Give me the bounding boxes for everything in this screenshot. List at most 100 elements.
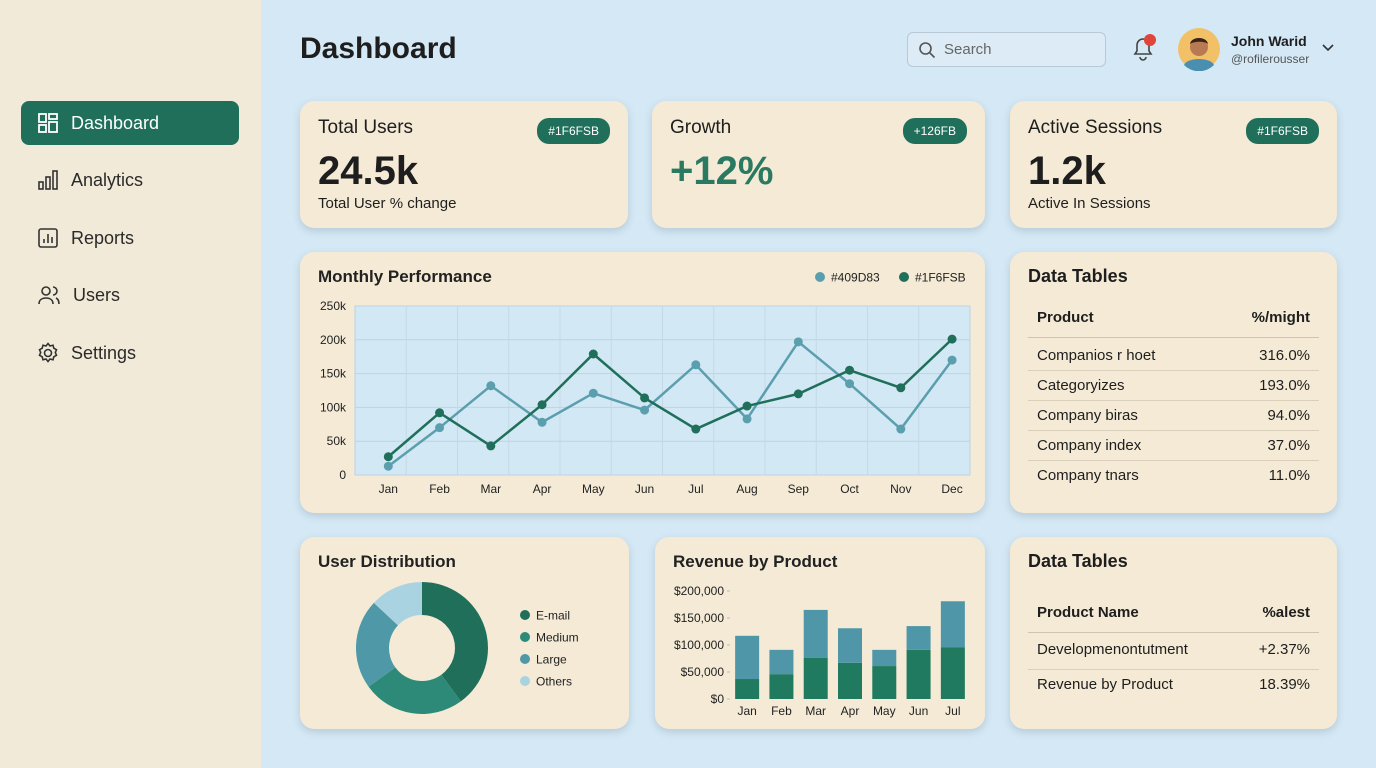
point [947, 355, 957, 365]
stat-value: +12% [670, 149, 774, 193]
x-tick-label: Jun [635, 482, 654, 496]
table-cell: 11.0% [1268, 467, 1310, 484]
search-placeholder: Search [944, 41, 992, 58]
dropdown-arrow[interactable] [1321, 43, 1335, 53]
x-tick-label: Jul [945, 704, 960, 718]
legend-swatch [815, 272, 825, 282]
nav-item[interactable]: Settings [21, 331, 239, 375]
point [435, 408, 445, 418]
y-tick-label: 0 [339, 468, 346, 482]
nav-item[interactable]: Reports [21, 216, 239, 260]
chart-card: Monthly Performance 0 50k 100k 150k 200k 250k J… [300, 252, 985, 513]
pie-slice [422, 582, 489, 702]
table-card: Data Tables Product Name %alest Developmeno… [1010, 537, 1337, 729]
y-tick-label: 200k [320, 333, 347, 347]
line-chart: Monthly Performance 0 50k 100k 150k 200k 250k J… [318, 267, 971, 496]
line-series [387, 338, 953, 458]
point [486, 381, 496, 391]
chart-card: Revenue by Product $0 $50,000 $100,000 $150,… [655, 537, 985, 729]
bar-segment [940, 601, 965, 648]
stat-caption: Total User % change [318, 195, 457, 212]
nav-item[interactable]: Analytics [21, 158, 239, 202]
user-name: John Warid [1231, 33, 1307, 49]
row-rule [1028, 400, 1319, 401]
point [537, 417, 547, 427]
bar-segment [735, 679, 760, 699]
point [896, 383, 906, 393]
row-rule [1028, 460, 1319, 461]
legend-label: #1F6FSB [915, 271, 966, 285]
table-cell: Developmenontutment [1037, 641, 1188, 658]
bar-segment [906, 649, 931, 699]
point [691, 360, 701, 370]
point [537, 400, 547, 410]
point [640, 393, 650, 403]
bar-segment [803, 609, 828, 658]
table-cell: Revenue by Product [1037, 676, 1173, 693]
legend-swatch [520, 676, 530, 686]
x-tick-label: Apr [841, 704, 860, 718]
x-tick-label: Sep [788, 482, 810, 496]
stat-card: Total Users #1F6FSB 24.5k Total User % c… [300, 101, 628, 228]
notification-bell[interactable] [1128, 32, 1160, 64]
chart-card: User Distribution E-mail Medium Large Others [300, 537, 629, 729]
line-series [387, 339, 954, 468]
stat-value: 1.2k [1028, 149, 1106, 193]
point [691, 424, 701, 434]
stat-badge: +126FB [902, 118, 967, 144]
y-tick-label: $100,000 [674, 638, 724, 652]
x-tick-label: Oct [840, 482, 859, 496]
table-title: Data Tables [1028, 551, 1128, 571]
nav-label: Reports [71, 227, 135, 248]
stat-card: Growth +126FB +12% [652, 101, 985, 228]
avatar[interactable] [1177, 27, 1221, 71]
legend-swatch [520, 654, 530, 664]
point [588, 349, 598, 359]
legend-swatch [520, 632, 530, 642]
y-tick-label: 50k [327, 434, 347, 448]
y-tick-label: $50,000 [681, 665, 725, 679]
sidebar: Dashboard Analytics Reports Users Settin… [0, 0, 261, 768]
bar-segment [735, 635, 760, 680]
legend-label: Large [536, 653, 567, 667]
stat-title: Active Sessions [1028, 117, 1163, 138]
table-cell: Company biras [1037, 407, 1138, 424]
y-tick-label: 150k [320, 367, 347, 381]
column-header: Product [1037, 309, 1094, 326]
point [793, 337, 803, 347]
x-tick-label: Mar [805, 704, 826, 718]
x-tick-label: May [582, 482, 605, 496]
point [588, 388, 598, 398]
pie-slice [373, 582, 422, 626]
nav-item[interactable]: Users [21, 273, 239, 317]
table-cell: 18.39% [1259, 676, 1310, 693]
point [742, 414, 752, 424]
point [947, 334, 957, 344]
chart-title: User Distribution [318, 552, 456, 571]
stat-caption: Active In Sessions [1028, 195, 1151, 212]
pie-chart: User Distribution E-mail Medium Large Others [318, 552, 579, 714]
point [640, 405, 650, 415]
row-rule [1028, 669, 1319, 670]
point [383, 461, 393, 471]
header-rule [1028, 632, 1319, 633]
nav-item[interactable]: Dashboard [21, 101, 239, 145]
x-tick-label: Mar [480, 482, 501, 496]
bar-segment [769, 674, 794, 699]
bar-segment [940, 647, 965, 699]
point [845, 365, 855, 375]
y-tick-label: 250k [320, 299, 347, 313]
search-box[interactable]: Search [907, 32, 1106, 67]
y-tick-label: $200,000 [674, 584, 724, 598]
legend-label: #409D83 [831, 271, 880, 285]
user-handle: @rofilerousser [1231, 52, 1310, 66]
table-cell: 94.0% [1267, 407, 1310, 424]
table-cell: +2.37% [1258, 641, 1310, 658]
header-rule [1028, 337, 1319, 338]
stat-title: Growth [670, 117, 732, 138]
legend-label: E-mail [536, 609, 570, 623]
table-cell: Categoryizes [1037, 377, 1125, 394]
x-tick-label: Jun [909, 704, 928, 718]
stat-card: Active Sessions #1F6FSB 1.2k Active In S… [1010, 101, 1337, 228]
x-tick-label: Aug [736, 482, 757, 496]
